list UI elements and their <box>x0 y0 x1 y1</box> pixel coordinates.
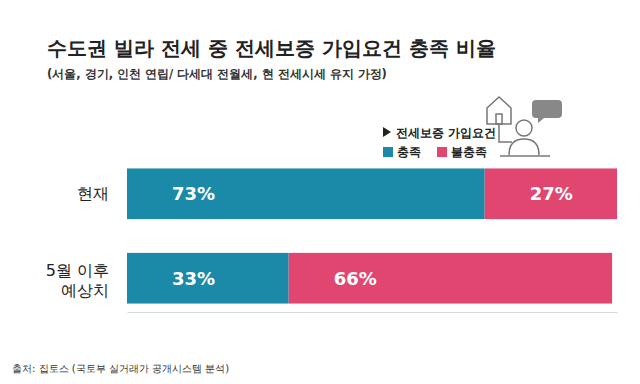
icon-head <box>516 120 532 136</box>
category-label: 현재 <box>77 184 109 203</box>
legend-label: 충족 <box>397 145 421 159</box>
icon-bubble <box>532 100 562 123</box>
legend-label: 불충족 <box>451 145 487 159</box>
data-label: 33% <box>172 268 215 289</box>
data-label: 66% <box>334 268 377 289</box>
category-tick: 5월 이후예상치 <box>46 261 127 300</box>
icon-desk <box>500 155 550 157</box>
axis-line <box>128 312 618 313</box>
legend-swatch <box>383 147 393 157</box>
data-label: 27% <box>530 183 573 204</box>
legend-swatch <box>437 147 447 157</box>
value-axis <box>128 312 618 313</box>
data-labels: 73% 33% 27% 66% <box>172 183 573 288</box>
bars <box>127 168 617 303</box>
category-tick: 현재 <box>77 184 127 203</box>
icon-line <box>499 124 512 142</box>
bar-segment <box>127 168 485 219</box>
legend-title: 전세보증 가입요건 <box>396 126 496 140</box>
icon <box>487 97 562 156</box>
category-label: 5월 이후예상치 <box>46 261 109 300</box>
chart: 수도권 빌라 전세 중 전세보증 가입요건 충족 비율 (서울, 경기, 인천 연… <box>0 0 640 384</box>
icon-body <box>509 139 539 155</box>
data-label: 73% <box>172 183 215 204</box>
bar-segment <box>289 253 612 304</box>
legend-marker <box>383 127 391 137</box>
icon-door <box>496 114 502 124</box>
icon-house <box>487 97 511 124</box>
title: 수도권 빌라 전세 중 전세보증 가입요건 충족 비율 <box>47 36 496 60</box>
subtitle: (서울, 경기, 인천 연립/ 다세대 전월세, 현 전세시세 유지 가정) <box>47 67 387 81</box>
bar-segment <box>485 168 617 219</box>
background <box>0 0 640 384</box>
source: 출처: 집토스 (국토부 실거래가 공개시스템 분석) <box>12 363 229 374</box>
bar-segment <box>127 253 289 304</box>
category-axis: 현재 5월 이후예상치 <box>46 184 127 300</box>
legend: 전세보증 가입요건충족 불충족 <box>383 126 496 159</box>
